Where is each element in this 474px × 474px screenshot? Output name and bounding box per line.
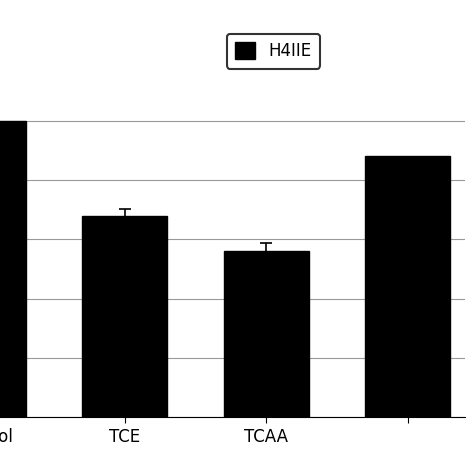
Bar	[224, 251, 309, 417]
Bar	[365, 156, 450, 417]
Legend: H4IIE: H4IIE	[227, 34, 320, 69]
Bar	[0, 121, 26, 417]
Bar	[82, 216, 167, 417]
